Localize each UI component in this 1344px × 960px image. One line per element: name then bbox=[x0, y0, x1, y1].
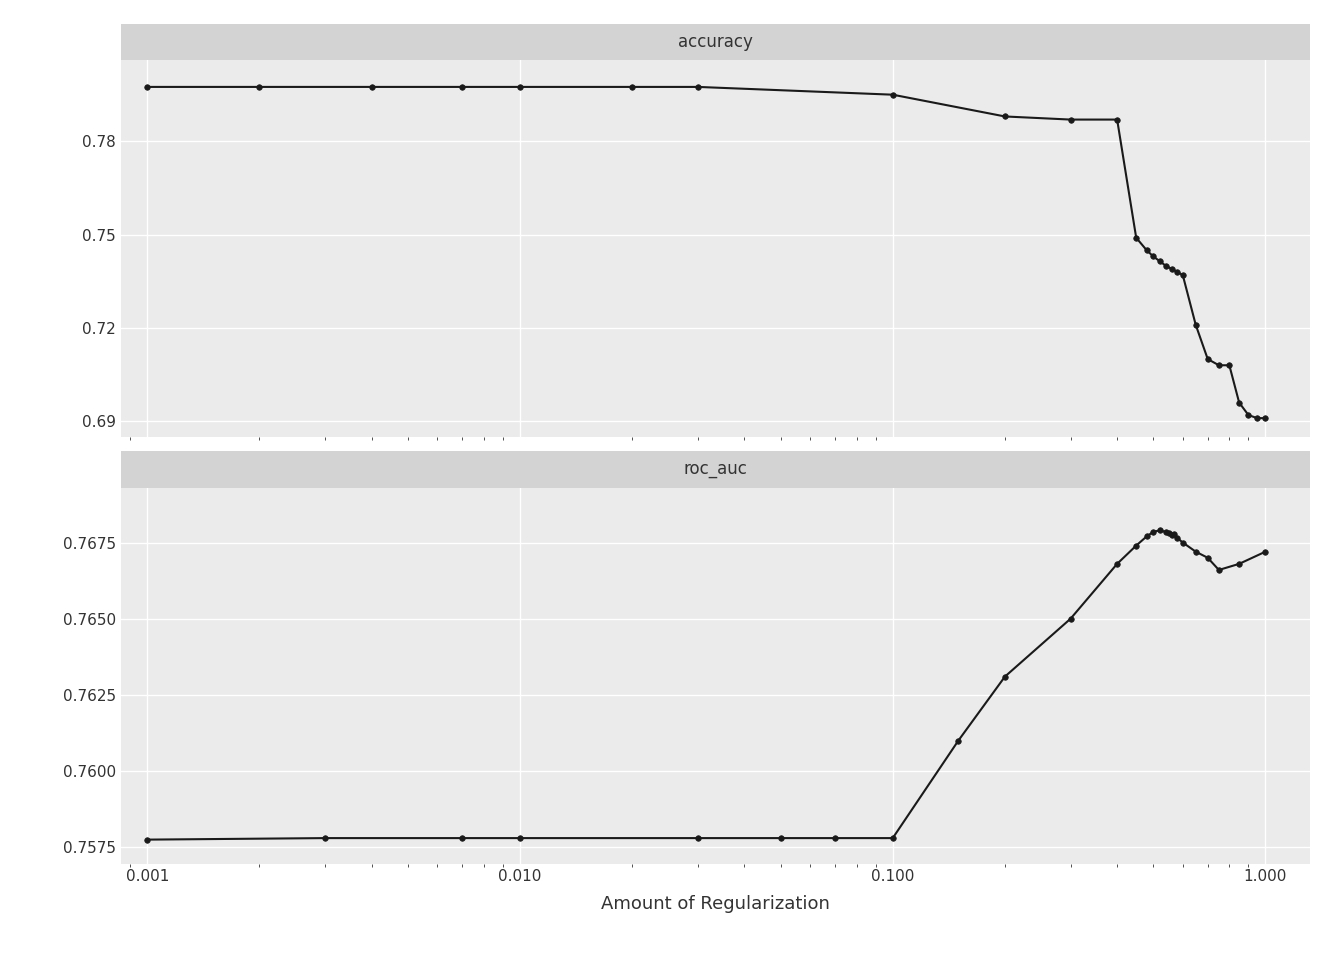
Text: accuracy: accuracy bbox=[679, 34, 753, 51]
Text: roc_auc: roc_auc bbox=[684, 461, 747, 478]
X-axis label: Amount of Regularization: Amount of Regularization bbox=[601, 895, 831, 913]
